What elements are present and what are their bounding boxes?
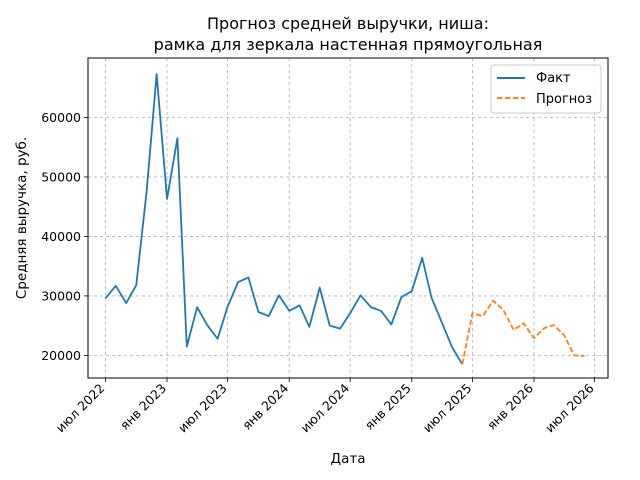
y-axis: 20000 30000 40000 50000 60000 <box>41 110 88 363</box>
chart-title-line-1: Прогноз средней выручки, ниша: <box>207 14 489 33</box>
legend: Факт Прогноз <box>490 64 602 114</box>
series-layer <box>104 73 585 365</box>
legend-label-fact: Факт <box>536 71 571 86</box>
chart-title-line-2: рамка для зеркала настенная прямоугольна… <box>154 35 543 54</box>
series-line-fact <box>104 73 464 365</box>
y-axis-title: Средняя выручка, руб. <box>14 137 30 299</box>
legend-label-forecast: Прогноз <box>536 92 592 107</box>
y-tick-label: 60000 <box>41 110 81 125</box>
y-tick-label: 30000 <box>41 288 81 303</box>
plot-frame <box>87 57 609 379</box>
grid-lines <box>88 58 608 378</box>
x-axis-title: Дата <box>331 451 366 467</box>
y-tick-label: 50000 <box>41 169 81 184</box>
y-tick-label: 40000 <box>41 229 81 244</box>
y-tick-label: 20000 <box>41 348 81 363</box>
series-line-forecast <box>461 299 585 365</box>
